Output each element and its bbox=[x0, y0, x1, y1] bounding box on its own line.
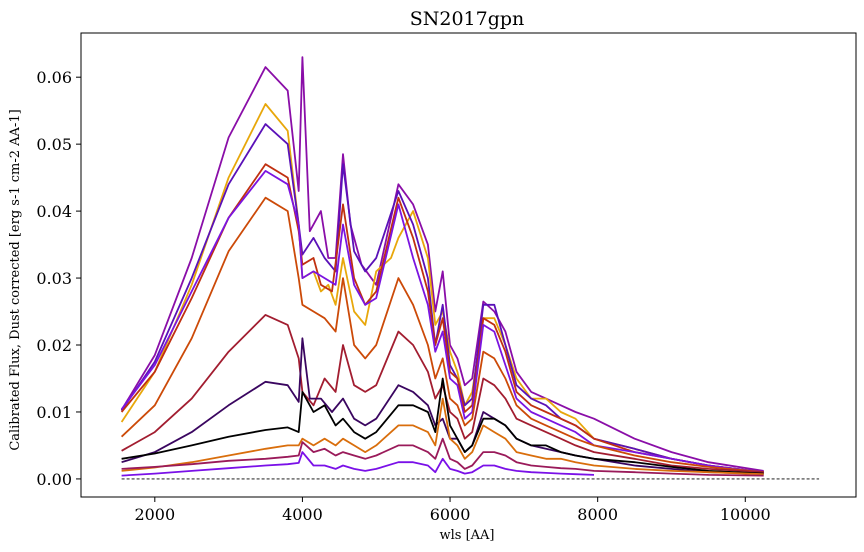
series-line-7 bbox=[121, 314, 764, 474]
series-line-12 bbox=[121, 451, 595, 477]
x-tick-label: 6000 bbox=[430, 505, 471, 524]
axes-layer: 2000 4000 6000 8000 10000 0.00 0.01 0.02 0.03 0.0… bbox=[36, 32, 857, 524]
y-tick-label: 0.01 bbox=[36, 403, 72, 422]
series-line-1 bbox=[120, 56, 764, 472]
x-tick-label: 8000 bbox=[577, 505, 618, 524]
x-tick-label: 2000 bbox=[134, 505, 175, 524]
y-tick-label: 0.00 bbox=[36, 470, 72, 489]
y-axis-label: Calibrated Flux, Dust corrected [erg s-1… bbox=[8, 109, 23, 450]
x-tick-label: 10000 bbox=[720, 505, 771, 524]
y-tick-label: 0.04 bbox=[36, 202, 72, 221]
y-tick-label: 0.06 bbox=[36, 68, 72, 87]
y-tick-label: 0.02 bbox=[36, 336, 72, 355]
axes-frame bbox=[80, 32, 857, 498]
series-line-6 bbox=[120, 196, 764, 474]
y-tick-label: 0.03 bbox=[36, 269, 72, 288]
x-tick-label: 4000 bbox=[282, 505, 323, 524]
chart-title: SN2017gpn bbox=[410, 8, 525, 30]
x-axis-label: wls [AA] bbox=[439, 528, 494, 543]
series-line-5 bbox=[120, 170, 764, 474]
series-layer bbox=[120, 56, 820, 480]
series-line-2 bbox=[120, 103, 764, 474]
series-line-9 bbox=[121, 377, 764, 475]
series-line-10 bbox=[121, 397, 764, 476]
y-tick-label: 0.05 bbox=[36, 135, 72, 154]
series-line-11 bbox=[121, 437, 764, 477]
